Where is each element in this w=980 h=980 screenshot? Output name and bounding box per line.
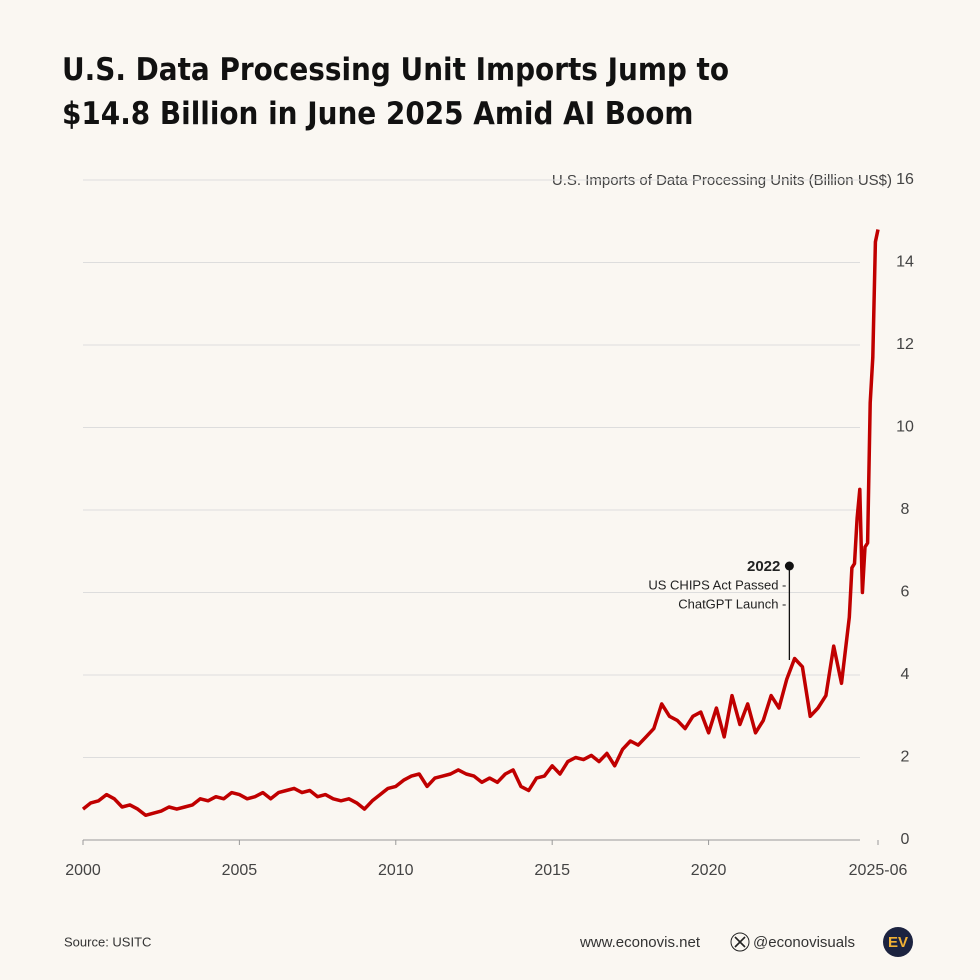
handle: @econovisuals <box>753 934 855 951</box>
x-tick-label: 2025-06 <box>849 862 908 879</box>
chart-title: $14.8 Billion in June 2025 Amid AI Boom <box>62 96 693 132</box>
annotation-dot <box>784 561 794 571</box>
y-tick-label: 4 <box>901 666 910 683</box>
y-tick-label: 2 <box>901 749 910 766</box>
y-tick-label: 0 <box>901 831 910 848</box>
y-tick-label: 10 <box>896 419 914 436</box>
x-tick-label: 2005 <box>222 862 258 879</box>
x-icon <box>730 932 750 952</box>
website: www.econovis.net <box>579 934 701 951</box>
annotation-label: 2022 <box>747 558 780 575</box>
line <box>81 229 880 818</box>
chart-title: U.S. Data Processing Unit Imports Jump t… <box>62 52 729 88</box>
y-tick-label: 14 <box>896 254 914 271</box>
source: Source: USITC <box>64 934 151 949</box>
y-tick-label: 16 <box>896 171 914 188</box>
logo <box>883 927 913 957</box>
y-tick-label: 6 <box>901 584 910 601</box>
annotation-text: US CHIPS Act Passed - <box>648 577 786 592</box>
x-tick-label: 2020 <box>691 862 727 879</box>
x-icon <box>734 936 746 948</box>
annotation-text: ChatGPT Launch - <box>678 596 786 611</box>
logo-text: EV <box>888 934 908 951</box>
x-tick-label: 2000 <box>65 862 101 879</box>
y-tick-label: 8 <box>901 501 910 518</box>
x-tick-label: 2015 <box>534 862 570 879</box>
x-tick-label: 2010 <box>378 862 414 879</box>
y-tick-label: 12 <box>896 336 914 353</box>
